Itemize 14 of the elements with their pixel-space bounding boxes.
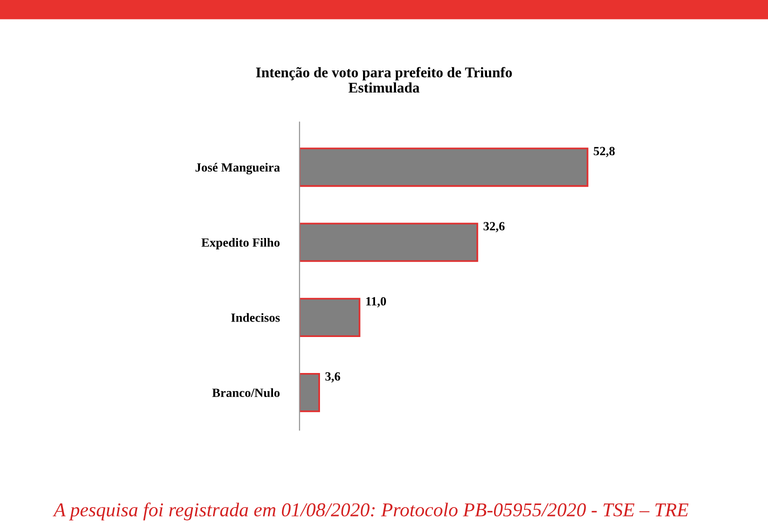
y-tick-label: Indecisos xyxy=(231,313,280,322)
y-tick-label: José Mangueira xyxy=(196,162,280,174)
data-label: 52,8 xyxy=(594,146,615,158)
y-tick-label: Branco/Nulo xyxy=(212,388,280,398)
chart-title: Intenção de voto para prefeito de Triunfo Estimulada xyxy=(256,66,512,93)
data-label: 3,6 xyxy=(325,372,340,382)
data-label: 32,6 xyxy=(484,222,505,232)
data-label: 11,0 xyxy=(366,297,386,308)
bar xyxy=(300,372,320,412)
bar xyxy=(300,148,588,187)
bar xyxy=(300,298,360,338)
y-tick-label: Expedito Filho xyxy=(201,238,280,250)
bar xyxy=(300,222,478,262)
text: A pesquisa foi registrada em 01/08/2020: Protocolo PB-05955/2020 - TSE – TRE xyxy=(52,502,688,520)
